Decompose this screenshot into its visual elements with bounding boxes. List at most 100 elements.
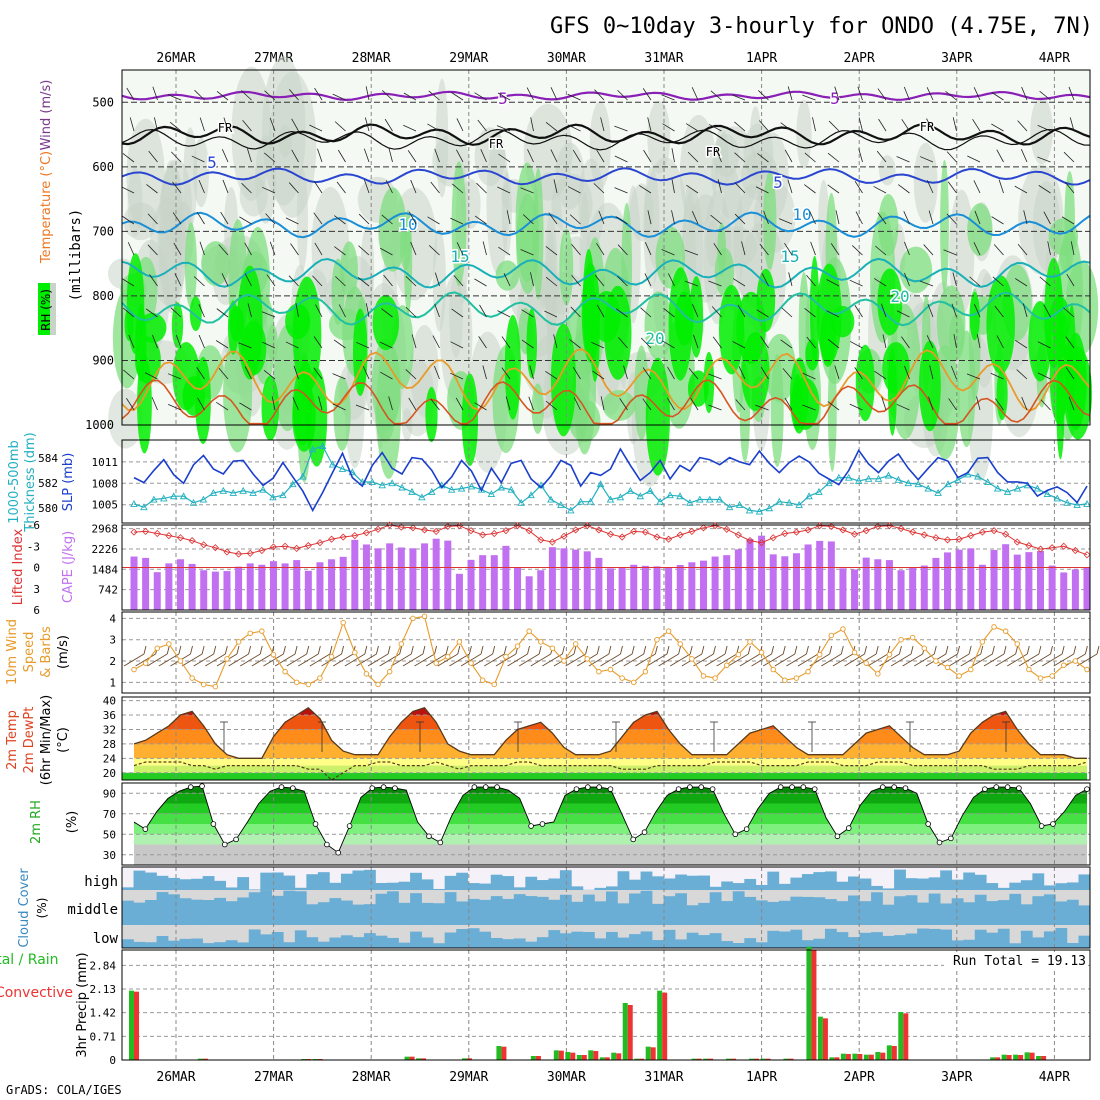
rh-point xyxy=(494,784,500,790)
thickness-point xyxy=(924,484,932,492)
wind-barb xyxy=(332,373,346,380)
cloud-cover-bar xyxy=(248,889,261,890)
wind-barb xyxy=(623,365,628,380)
wind-barb-flag xyxy=(341,645,345,655)
cloud-cover-bar xyxy=(928,893,941,925)
wind-barb xyxy=(806,275,816,287)
wind-barb-10m xyxy=(972,653,993,667)
lifted-index-point xyxy=(548,538,556,546)
wind-barb xyxy=(926,118,934,132)
cloud-cover-bar xyxy=(202,900,215,925)
wind-barb xyxy=(638,185,652,194)
cloud-cover-bar xyxy=(686,932,699,948)
cape-bar xyxy=(269,561,277,610)
precip-total-bar xyxy=(576,1055,582,1060)
rh-point xyxy=(936,839,943,846)
wind-barb-flag xyxy=(806,645,809,655)
lifted-index-point xyxy=(723,525,731,533)
wind-barb xyxy=(1020,149,1028,163)
precip-total-bar xyxy=(829,1057,835,1060)
wind-barb xyxy=(731,94,746,101)
rh-gray-area xyxy=(296,168,308,271)
wind-barb xyxy=(996,335,1004,349)
precip-total-bar xyxy=(760,1058,766,1060)
precip-convective-bar xyxy=(891,1046,897,1060)
wind-barb xyxy=(667,397,675,411)
precip-convective-bar xyxy=(650,1047,656,1060)
wind-barb xyxy=(151,396,158,411)
lifted-index-axis-label: Lifted Index xyxy=(11,528,26,605)
wind-barb xyxy=(380,371,393,380)
precip-convective-bar xyxy=(409,1056,415,1060)
precip-tick-label: 0.71 xyxy=(90,1030,117,1043)
wind-barb xyxy=(545,400,558,411)
wind-barb xyxy=(671,179,675,194)
cloud-axis-label: Cloud Cover xyxy=(17,868,32,948)
panel-frame xyxy=(121,69,1091,426)
cloud-cover-bar xyxy=(479,883,492,890)
wind-barb xyxy=(168,403,182,411)
wind-barb xyxy=(333,339,346,349)
rh-high-area xyxy=(227,300,239,355)
cape-bar xyxy=(293,560,301,610)
wind-barb xyxy=(456,118,464,132)
precip-total-bar xyxy=(852,1053,858,1060)
li-tick-label: -3 xyxy=(27,540,40,553)
thickness-point xyxy=(169,492,178,500)
precip-total-bar xyxy=(749,1058,755,1060)
precip-convective-bar xyxy=(880,1052,886,1060)
cape-bar xyxy=(490,555,498,610)
thickness-point xyxy=(576,497,585,505)
wind-barb xyxy=(528,396,534,411)
cloud-cover-bar xyxy=(317,902,330,925)
cloud-cover-bar xyxy=(1032,937,1045,948)
precip-total-bar xyxy=(611,1052,617,1060)
cloud-cover-bar xyxy=(179,898,192,925)
cloud-cover-bar xyxy=(1066,882,1079,890)
cloud-cover-bar xyxy=(824,871,837,890)
cape-tick-label: 2968 xyxy=(92,523,119,536)
wind-barb xyxy=(334,246,346,256)
thickness-point xyxy=(934,489,942,496)
precip-convective-bar xyxy=(466,1058,472,1060)
cloud-cover-bar xyxy=(698,935,711,948)
wind-barb xyxy=(1022,303,1028,318)
cloud-cover-bar xyxy=(767,930,780,948)
cape-bar xyxy=(827,541,835,610)
wind-barb xyxy=(145,308,158,318)
pressure-tick-label: 700 xyxy=(92,224,114,238)
wind-barb-flag xyxy=(538,645,542,655)
rh-point xyxy=(392,785,398,791)
wind-speed-point xyxy=(596,668,602,675)
wind-barb xyxy=(480,149,487,163)
rh-point xyxy=(732,831,739,838)
cloud-cover-bar xyxy=(698,902,711,925)
panel-frame xyxy=(121,611,1091,694)
cloud-cover-bar xyxy=(686,905,699,925)
wind-speed-point xyxy=(259,628,265,634)
wind-barb xyxy=(1065,367,1075,380)
wind-barb xyxy=(948,398,957,411)
rh-high-area xyxy=(986,275,1015,374)
wind-speed-line xyxy=(133,615,1088,688)
thickness-point xyxy=(368,478,377,485)
cloud-axis-units: (%) xyxy=(35,898,49,919)
wind-barb xyxy=(614,155,628,163)
wind-speed-point xyxy=(410,615,416,622)
thickness-point xyxy=(408,487,416,495)
wind-barb xyxy=(129,117,135,132)
wind-barb-flag xyxy=(457,645,461,655)
rh-point xyxy=(698,784,705,790)
slp-tick-label: 1011 xyxy=(92,456,119,469)
precip-total-bar xyxy=(886,1045,892,1060)
wind-barb-10m xyxy=(1041,653,1063,667)
wind-barb xyxy=(926,87,934,101)
isotherm-label: FR xyxy=(706,145,721,159)
wind-barb xyxy=(708,404,722,411)
thickness-point xyxy=(160,494,168,502)
wind-barb xyxy=(693,334,699,349)
cloud-cover-bar xyxy=(652,940,664,948)
cloud-cover-bar xyxy=(179,879,192,890)
lifted-index-point xyxy=(967,532,975,540)
